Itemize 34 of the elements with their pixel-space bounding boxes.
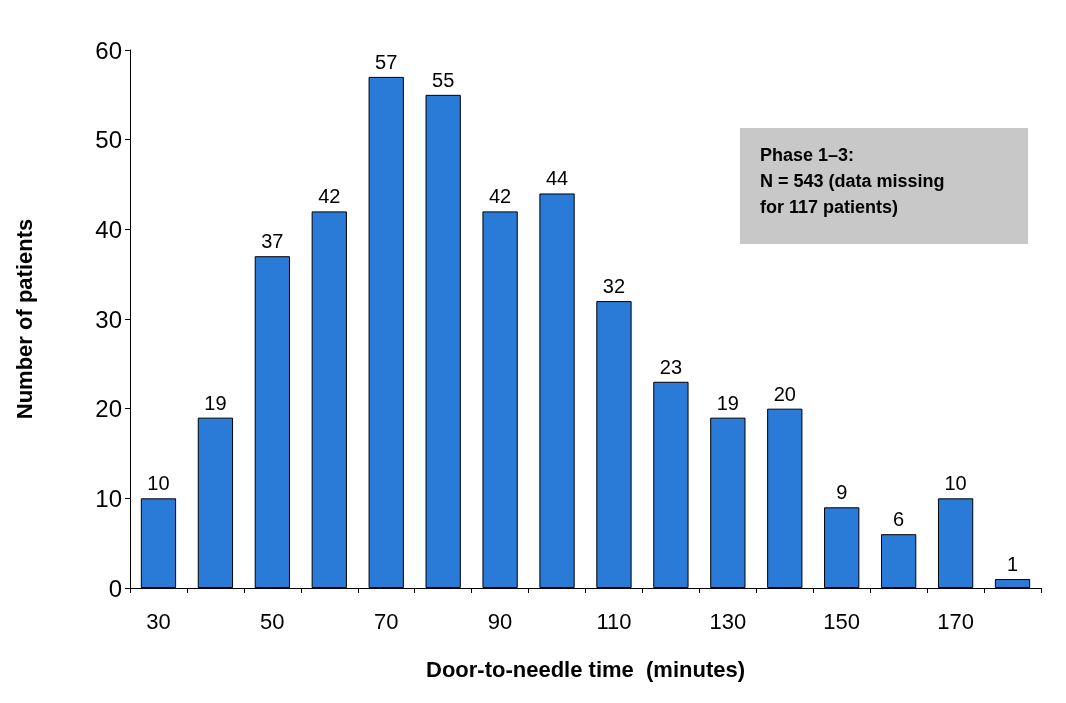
data-label: 20	[773, 382, 796, 405]
x-tick-label: 50	[260, 608, 285, 634]
y-tick-label: 60	[95, 36, 122, 64]
data-label: 19	[716, 391, 739, 414]
data-label: 37	[261, 230, 284, 253]
data-label: 32	[602, 275, 626, 298]
x-tick-label: 30	[146, 608, 171, 634]
x-axis-title: Door-to-needle time (minutes)	[425, 656, 746, 682]
data-label: 23	[659, 355, 683, 378]
data-label: 10	[944, 472, 967, 495]
y-tick-label: 50	[95, 126, 122, 154]
x-tick-label: 130	[709, 608, 747, 634]
data-label: 1	[1006, 553, 1019, 576]
x-tick-label: 70	[373, 608, 399, 634]
y-tick-label: 0	[108, 574, 122, 602]
text-box: Phase 1–3: N = 543 (data missing for 117 patients)	[740, 128, 1028, 244]
x-tick-label: 150	[823, 608, 861, 634]
data-label: 19	[204, 391, 227, 414]
y-tick-label: 20	[95, 395, 122, 423]
y-tick-label: 30	[95, 305, 122, 333]
x-tick-label: 110	[596, 608, 632, 634]
x-tick-label: 170	[937, 608, 974, 634]
data-label: 42	[318, 185, 341, 208]
data-label: 42	[488, 185, 512, 208]
data-label: 44	[545, 167, 569, 190]
y-tick-label: 10	[95, 484, 122, 512]
x-tick-label: 90	[487, 608, 513, 634]
data-label: 6	[893, 508, 905, 531]
y-tick-label: 40	[95, 215, 122, 243]
y-axis-title: Number of patients	[11, 218, 37, 420]
data-label: 55	[432, 68, 455, 91]
data-label: 57	[375, 50, 398, 73]
data-label: 10	[147, 472, 170, 495]
data-label: 9	[836, 481, 848, 504]
